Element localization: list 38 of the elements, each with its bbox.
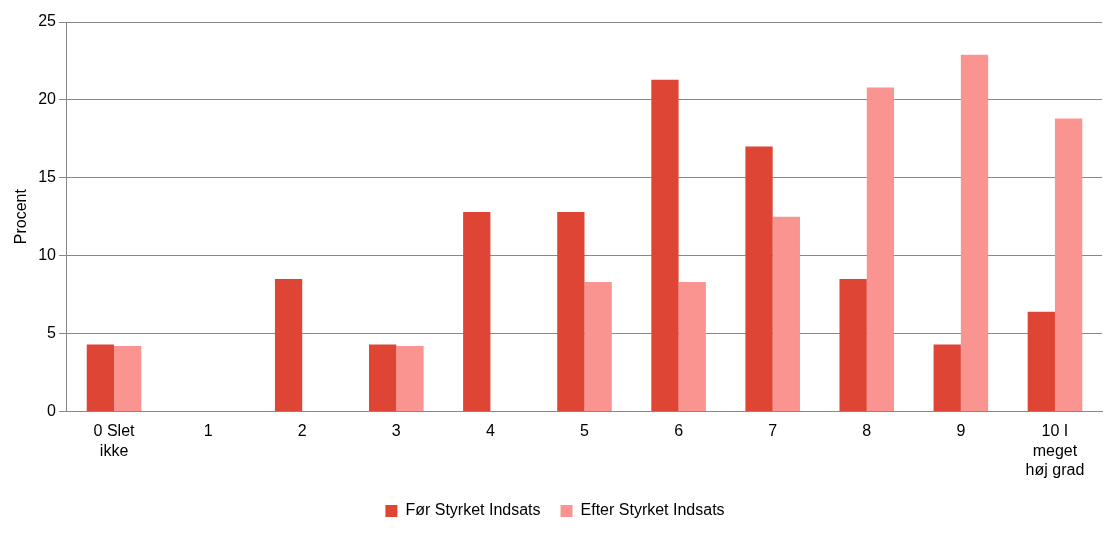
- bar: [651, 79, 679, 411]
- legend-label: Efter Styrket Indsats: [580, 501, 725, 519]
- bar: [745, 146, 773, 411]
- y-tick-label: 10: [38, 246, 57, 264]
- bar: [396, 345, 424, 411]
- bar: [1027, 311, 1055, 411]
- bar: [866, 87, 895, 411]
- x-tick-label: 9: [956, 422, 966, 440]
- bar: [960, 54, 989, 411]
- x-tick-label: 4: [485, 422, 495, 440]
- y-tick-label: 20: [38, 90, 57, 108]
- y-axis-title: Procent: [12, 188, 30, 245]
- bar: [557, 212, 585, 411]
- bar: [114, 345, 142, 411]
- bar: [1054, 118, 1083, 411]
- x-tick-label: 6: [674, 422, 684, 440]
- bar: [772, 216, 800, 411]
- legend-label: Før Styrket Indsats: [405, 501, 541, 519]
- y-tick-label: 5: [47, 323, 57, 341]
- x-tick-label: 5: [580, 422, 590, 440]
- x-tick-label: 7: [768, 422, 778, 440]
- bar: [584, 282, 612, 411]
- x-tick-label: 8: [862, 422, 872, 440]
- y-tick-label: 25: [38, 12, 57, 30]
- x-tick-label: 1: [203, 422, 213, 440]
- bar: [86, 344, 115, 411]
- x-tick-label: 0 Slet ikke: [93, 422, 136, 459]
- x-tick-label: 3: [391, 422, 401, 440]
- x-tick-label: 10 I meget høj grad: [1025, 422, 1085, 478]
- bar: [274, 279, 303, 411]
- bar: [839, 279, 867, 411]
- y-tick-label: 0: [47, 401, 57, 419]
- bar: [369, 344, 397, 411]
- y-tick-label: 15: [38, 168, 57, 186]
- bar: [933, 344, 961, 411]
- x-tick-label: 2: [297, 422, 307, 440]
- bar: [678, 282, 706, 411]
- bar: [463, 212, 491, 411]
